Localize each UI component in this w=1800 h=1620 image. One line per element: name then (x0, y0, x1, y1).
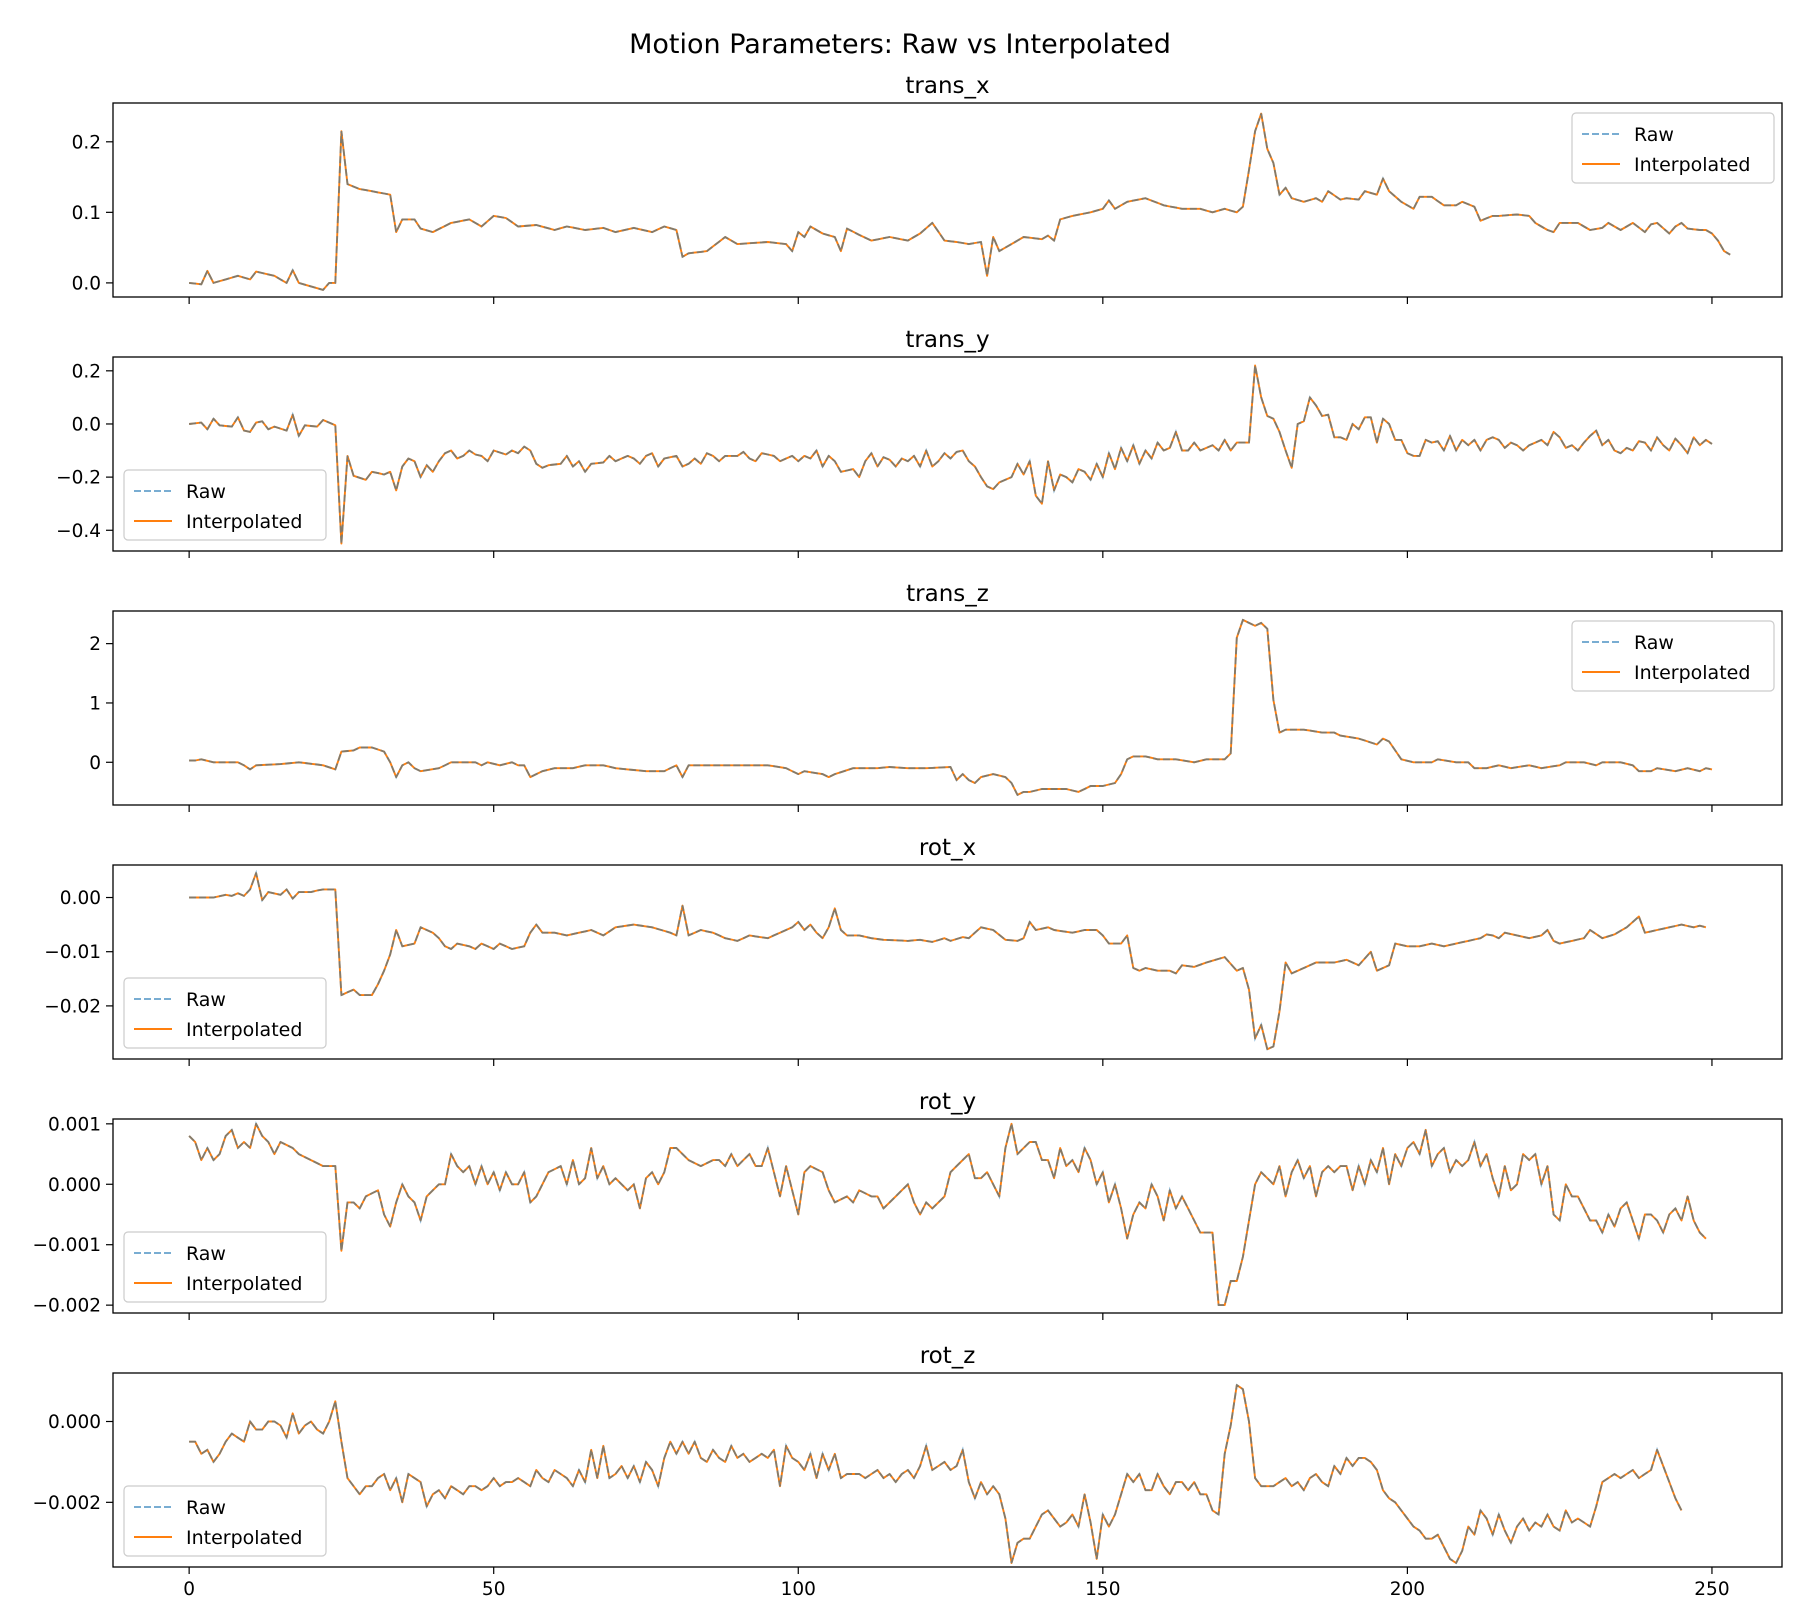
legend-label-interpolated: Interpolated (1634, 154, 1750, 176)
legend-label-interpolated: Interpolated (186, 1527, 302, 1549)
x-tick-label: 50 (482, 1579, 506, 1600)
y-tick-label: 0.2 (72, 361, 101, 382)
y-tick-label: 0.0 (72, 414, 101, 435)
series-line-raw (189, 1383, 1683, 1565)
legend-label-raw: Raw (186, 1243, 226, 1265)
legend-box (123, 977, 327, 1049)
subplot-title: trans_y (905, 327, 989, 353)
legend: Raw Interpolated (1571, 620, 1775, 692)
subplot-grid: trans_x 0.0 0.1 0.2 Raw Interpolated trans_y −0… (33, 73, 1783, 1600)
axes-frame (112, 610, 1783, 806)
subplot-trans-z: trans_z 0 1 2 Raw Interpolated (89, 581, 1783, 812)
y-tick-label: 0.00 (60, 888, 101, 909)
legend: Raw Interpolated (123, 1231, 327, 1303)
legend: Raw Interpolated (123, 469, 327, 541)
x-tick-label: 100 (781, 1579, 816, 1600)
series-line-raw (189, 618, 1713, 797)
subplot-trans-x: trans_x 0.0 0.1 0.2 Raw Interpolated (72, 73, 1783, 304)
figure-title: Motion Parameters: Raw vs Interpolated (629, 29, 1171, 60)
legend-label-raw: Raw (186, 989, 226, 1011)
legend: Raw Interpolated (123, 1485, 327, 1557)
subplot-title: trans_x (905, 73, 989, 99)
legend-box (123, 469, 327, 541)
axes-frame (112, 1372, 1783, 1568)
y-tick-label: 2 (89, 634, 101, 655)
legend: Raw Interpolated (1571, 112, 1775, 184)
legend-box (123, 1485, 327, 1557)
y-tick-label: 0 (89, 753, 101, 774)
y-tick-label: 0.000 (48, 1412, 101, 1433)
subplot-trans-y: trans_y −0.4 −0.2 0.0 0.2 Raw Interpolated (56, 327, 1783, 558)
legend-label-interpolated: Interpolated (186, 1273, 302, 1295)
legend-label-raw: Raw (186, 1497, 226, 1519)
y-tick-label: 0.000 (48, 1175, 101, 1196)
subplot-title: rot_y (919, 1089, 976, 1115)
series-line-raw (188, 365, 1713, 544)
axes-frame (112, 102, 1783, 298)
x-tick-label: 150 (1085, 1579, 1120, 1600)
y-tick-label: 1 (89, 693, 101, 714)
legend: Raw Interpolated (123, 977, 327, 1049)
x-tick-label: 0 (183, 1579, 195, 1600)
subplot-rot-x: rot_x −0.02 −0.01 0.00 Raw Interpolated (44, 835, 1783, 1066)
subplot-rot-z: rot_z −0.002 0.000 0 50 100 150 200 250 Raw Interp… (33, 1343, 1783, 1600)
series-line-raw (188, 1121, 1707, 1307)
y-tick-label: 0.0 (72, 273, 101, 294)
legend-box (1571, 620, 1775, 692)
y-tick-label: −0.01 (44, 942, 101, 963)
legend-label-raw: Raw (1634, 124, 1674, 146)
legend-box (123, 1231, 327, 1303)
axes-frame (112, 864, 1783, 1060)
axes-frame (112, 356, 1783, 552)
axes-frame (112, 1118, 1783, 1314)
subplot-title: rot_x (919, 835, 976, 861)
series-line-raw (189, 869, 1707, 1051)
subplot-title: trans_z (906, 581, 989, 607)
y-tick-label: −0.002 (33, 1296, 101, 1317)
legend-box (1571, 112, 1775, 184)
y-tick-label: −0.02 (44, 996, 101, 1017)
legend-label-interpolated: Interpolated (186, 1019, 302, 1041)
y-tick-label: −0.001 (33, 1235, 101, 1256)
y-tick-label: 0.001 (48, 1114, 101, 1135)
legend-label-interpolated: Interpolated (1634, 662, 1750, 684)
subplot-rot-y: rot_y −0.002 −0.001 0.000 0.001 Raw Interpolat… (33, 1089, 1783, 1320)
x-tick-label: 250 (1694, 1579, 1729, 1600)
legend-label-raw: Raw (186, 481, 226, 503)
y-tick-label: −0.002 (33, 1493, 101, 1514)
y-tick-label: −0.2 (56, 468, 101, 489)
y-tick-label: 0.1 (72, 203, 101, 224)
subplot-title: rot_z (920, 1343, 976, 1369)
legend-label-interpolated: Interpolated (186, 511, 302, 533)
legend-label-raw: Raw (1634, 632, 1674, 654)
x-tick-label: 200 (1390, 1579, 1425, 1600)
series-line-raw (188, 113, 1731, 291)
y-tick-label: −0.4 (56, 521, 101, 542)
y-tick-label: 0.2 (72, 132, 101, 153)
